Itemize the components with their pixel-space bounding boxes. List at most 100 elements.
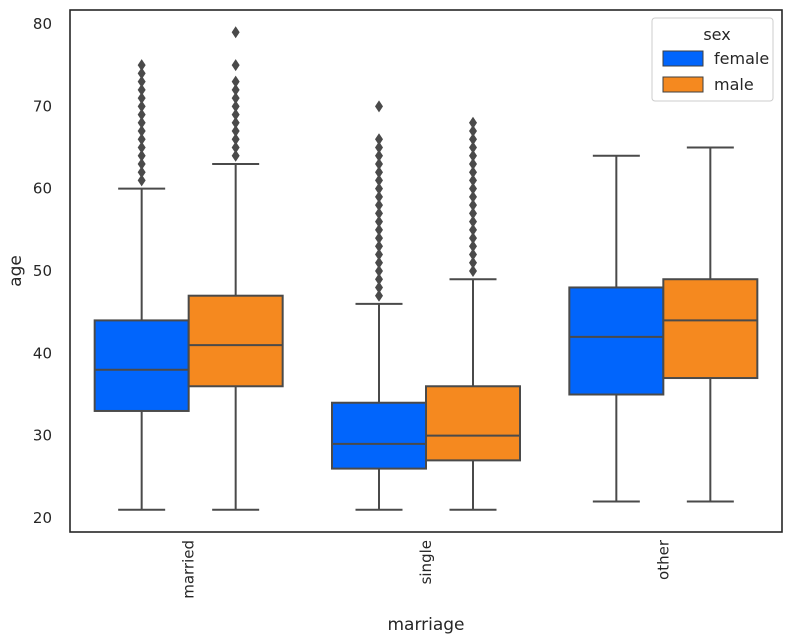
outlier-point xyxy=(469,116,477,129)
outlier-point xyxy=(375,223,383,236)
y-tick-label: 30 xyxy=(33,427,52,445)
outlier-point xyxy=(231,149,240,162)
outlier-point xyxy=(375,215,383,228)
outlier-point xyxy=(231,92,240,105)
iqr-box xyxy=(662,278,759,380)
outlier-point xyxy=(469,149,477,162)
outlier-point xyxy=(375,174,383,187)
outlier-point xyxy=(469,240,477,253)
outlier-point xyxy=(375,265,383,277)
outlier-point xyxy=(137,108,146,121)
box-female-married xyxy=(93,59,190,511)
legend-title: sex xyxy=(703,25,730,44)
outlier-point xyxy=(375,182,383,195)
iqr-box xyxy=(425,385,521,462)
y-tick-label: 80 xyxy=(33,15,52,33)
outlier-point xyxy=(137,141,146,154)
y-tick-label: 40 xyxy=(33,344,52,362)
outlier-point xyxy=(469,141,477,154)
outlier-point xyxy=(231,100,240,113)
outlier-point xyxy=(375,133,383,146)
outlier-point xyxy=(231,108,240,121)
iqr-box xyxy=(187,294,284,388)
box-male-other xyxy=(662,146,759,503)
outlier-point xyxy=(469,174,477,187)
outlier-point xyxy=(375,289,383,302)
outlier-point xyxy=(137,100,146,113)
outlier-point xyxy=(231,26,240,39)
outlier-point xyxy=(375,256,383,269)
outlier-point xyxy=(375,232,383,245)
legend-swatch-female xyxy=(662,50,704,67)
outlier-point xyxy=(231,116,240,129)
outlier-point xyxy=(137,174,146,187)
legend-label-male: male xyxy=(714,75,754,94)
outlier-point xyxy=(137,67,146,80)
outlier-point xyxy=(375,240,383,253)
iqr-box xyxy=(331,401,427,470)
iqr-box xyxy=(568,286,665,396)
outlier-point xyxy=(375,166,383,179)
y-tick-label: 70 xyxy=(33,97,52,115)
outlier-point xyxy=(375,273,383,286)
outlier-point xyxy=(469,133,477,146)
outlier-point xyxy=(375,149,383,162)
outlier-point xyxy=(231,133,240,146)
y-axis-ticks: 20 30 40 50 60 70 80 xyxy=(33,15,52,527)
outlier-point xyxy=(231,125,240,138)
outlier-point xyxy=(375,207,383,220)
legend-label-female: female xyxy=(714,49,769,68)
x-axis-ticks: married single other xyxy=(180,539,673,599)
outlier-point xyxy=(469,182,477,195)
y-axis-label: age xyxy=(6,255,26,287)
legend: sex female male xyxy=(651,17,774,102)
outlier-point xyxy=(469,199,477,212)
x-tick-label: single xyxy=(417,540,435,584)
outlier-point xyxy=(375,199,383,212)
outlier-point xyxy=(469,232,477,245)
outlier-point xyxy=(469,125,477,138)
outlier-point xyxy=(137,83,146,96)
outlier-point xyxy=(469,207,477,220)
outlier-point xyxy=(137,116,146,129)
outlier-point xyxy=(375,141,383,154)
box-male-single xyxy=(425,116,521,511)
outlier-point xyxy=(231,83,240,96)
iqr-box xyxy=(93,319,190,412)
outlier-point xyxy=(137,149,146,162)
plot-marks xyxy=(93,26,759,511)
outlier-point xyxy=(137,125,146,138)
outlier-point xyxy=(469,248,477,261)
x-tick-label: other xyxy=(654,539,672,580)
box-female-other xyxy=(568,154,665,503)
y-tick-label: 50 xyxy=(33,262,52,280)
outlier-point xyxy=(231,59,240,72)
plot-frame xyxy=(69,9,783,533)
outlier-point xyxy=(469,157,477,170)
outlier-point xyxy=(231,141,240,154)
outlier-point xyxy=(375,281,383,294)
outlier-point xyxy=(375,100,383,113)
x-tick-label: married xyxy=(180,540,198,599)
legend-swatch-male xyxy=(662,76,704,93)
x-axis-label: marriage xyxy=(387,615,464,635)
outlier-point xyxy=(469,215,477,228)
y-tick-label: 60 xyxy=(33,180,52,198)
outlier-point xyxy=(469,256,477,269)
outlier-point xyxy=(469,190,477,203)
outlier-point xyxy=(137,166,146,179)
outlier-point xyxy=(137,133,146,146)
outlier-point xyxy=(137,59,146,72)
outlier-point xyxy=(469,223,477,236)
box-male-married xyxy=(187,26,284,511)
outlier-point xyxy=(137,75,146,88)
box-female-single xyxy=(331,100,427,511)
outlier-point xyxy=(137,157,146,170)
outlier-point xyxy=(231,75,240,88)
outlier-point xyxy=(375,248,383,261)
outlier-point xyxy=(375,190,383,203)
outlier-point xyxy=(375,157,383,170)
y-tick-label: 20 xyxy=(33,509,52,527)
outlier-point xyxy=(137,92,146,105)
